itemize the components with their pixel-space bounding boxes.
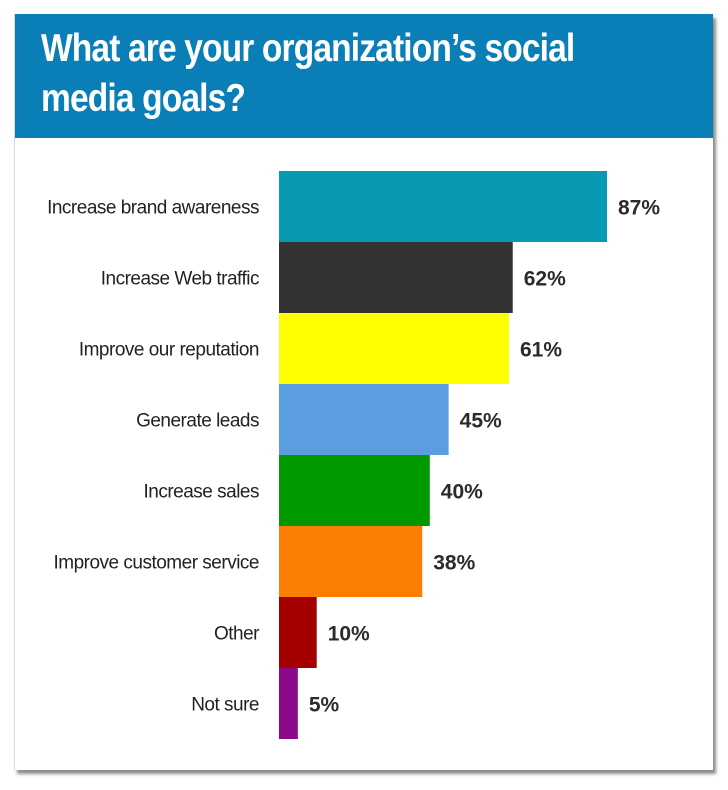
value-label-3: 61% (520, 339, 562, 362)
category-label-2: Increase Web traffic (101, 269, 259, 290)
value-label-6: 38% (433, 552, 475, 575)
chart-title: What are your organization’s social medi… (41, 27, 575, 120)
value-label-2: 62% (524, 268, 566, 291)
value-label-7: 10% (328, 623, 370, 646)
title-banner: What are your organization’s social medi… (15, 14, 713, 138)
category-label-4: Generate leads (136, 411, 259, 432)
value-label-8: 5% (309, 694, 340, 717)
category-label-6: Improve customer service (53, 553, 259, 574)
value-label-4: 45% (460, 410, 502, 433)
bar-8 (279, 668, 298, 739)
category-label-8: Not sure (191, 695, 259, 716)
value-label-1: 87% (618, 197, 660, 220)
category-label-1: Increase brand awareness (47, 198, 259, 219)
category-label-7: Other (214, 624, 260, 645)
bar-5 (279, 455, 430, 526)
value-label-5: 40% (441, 481, 483, 504)
category-label-5: Increase sales (143, 482, 259, 503)
chart-card: What are your organization’s social medi… (14, 14, 713, 770)
bar-4 (279, 384, 449, 455)
bar-6 (279, 526, 423, 597)
bar-3 (279, 313, 509, 384)
bar-7 (279, 597, 317, 668)
category-label-3: Improve our reputation (79, 340, 259, 361)
bar-1 (279, 171, 607, 242)
bar-2 (279, 242, 513, 313)
